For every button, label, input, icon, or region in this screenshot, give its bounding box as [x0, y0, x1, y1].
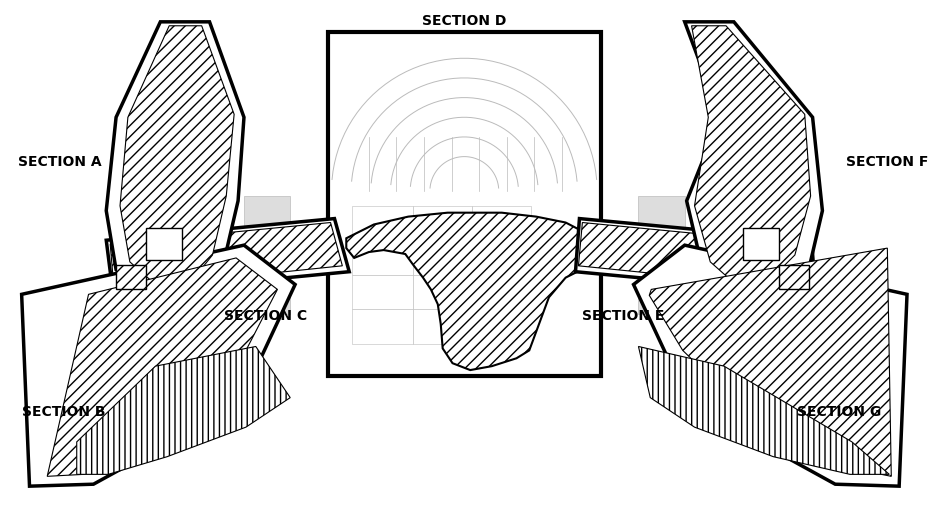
Polygon shape [638, 346, 889, 474]
Polygon shape [145, 229, 182, 260]
Polygon shape [107, 22, 244, 294]
Polygon shape [472, 240, 531, 275]
Polygon shape [244, 196, 290, 231]
Polygon shape [649, 248, 891, 477]
Polygon shape [684, 22, 822, 294]
Polygon shape [244, 277, 290, 314]
Polygon shape [120, 26, 234, 284]
Polygon shape [346, 213, 594, 370]
Text: SECTION F: SECTION F [846, 154, 928, 169]
Polygon shape [76, 346, 290, 474]
Polygon shape [47, 258, 278, 477]
Polygon shape [352, 275, 413, 309]
Polygon shape [107, 218, 349, 294]
Polygon shape [472, 206, 531, 240]
Polygon shape [328, 31, 601, 376]
Polygon shape [413, 240, 472, 275]
Polygon shape [576, 218, 816, 294]
Polygon shape [638, 235, 684, 275]
Polygon shape [352, 309, 413, 343]
Polygon shape [413, 206, 472, 240]
Polygon shape [352, 206, 413, 240]
Text: SECTION A: SECTION A [18, 154, 101, 169]
Polygon shape [22, 245, 295, 486]
Polygon shape [633, 245, 907, 486]
Text: SECTION C: SECTION C [225, 309, 308, 323]
Polygon shape [116, 265, 145, 290]
Polygon shape [579, 223, 811, 290]
Polygon shape [352, 240, 413, 275]
Polygon shape [413, 275, 472, 309]
Polygon shape [692, 26, 811, 284]
Polygon shape [638, 277, 684, 314]
Polygon shape [779, 265, 809, 290]
Text: SECTION G: SECTION G [797, 405, 881, 420]
Polygon shape [244, 235, 290, 275]
Text: SECTION D: SECTION D [422, 14, 507, 28]
Text: SECTION B: SECTION B [22, 405, 105, 420]
Polygon shape [638, 196, 684, 231]
Polygon shape [743, 229, 779, 260]
Polygon shape [472, 275, 531, 309]
Text: SECTION E: SECTION E [582, 309, 665, 323]
Polygon shape [110, 223, 343, 290]
Polygon shape [472, 309, 531, 343]
Polygon shape [413, 309, 472, 343]
